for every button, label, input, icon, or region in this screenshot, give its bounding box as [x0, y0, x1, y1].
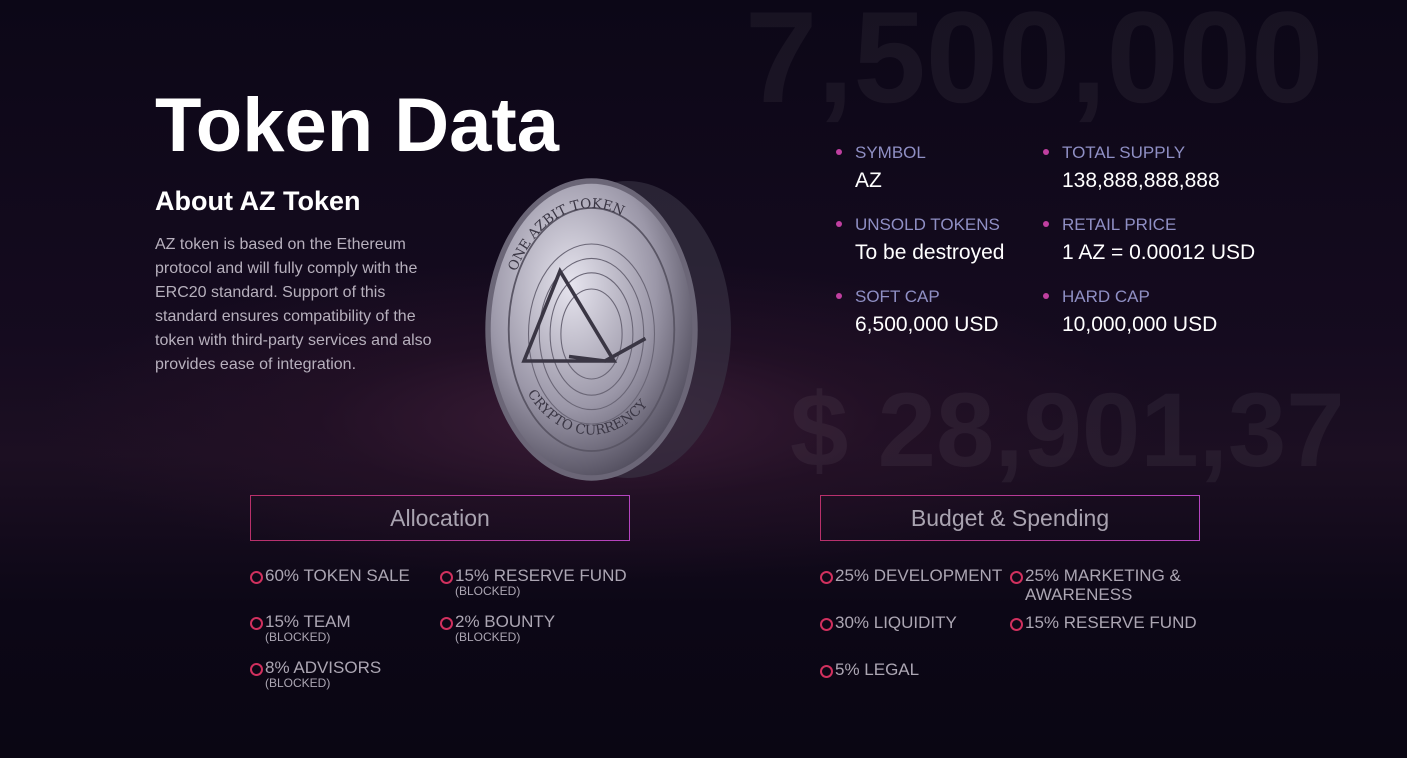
- fact-symbol: SYMBOL AZ: [836, 143, 1043, 193]
- coin-image: ONE AZBIT TOKEN CRYPTO CURRENCY: [485, 178, 731, 481]
- fact-value: 10,000,000 USD: [1062, 313, 1218, 336]
- background-number: 7,500,000: [745, 0, 1324, 130]
- fact-value: 138,888,888,888: [1062, 169, 1220, 192]
- list-item: 15% RESERVE FUND (BLOCKED): [440, 566, 630, 598]
- list-item: 25% DEVELOPMENT: [820, 566, 1010, 604]
- list-item: 5% LEGAL: [820, 660, 1010, 679]
- fact-label: TOTAL SUPPLY: [1043, 143, 1263, 163]
- about-text: AZ token is based on the Ethereum protoc…: [155, 236, 432, 373]
- allocation-list: 60% TOKEN SALE 15% RESERVE FUND (BLOCKED)…: [250, 566, 630, 690]
- list-item: 15% RESERVE FUND: [1010, 613, 1200, 651]
- fact-value: 1 AZ = 0.00012 USD: [1062, 241, 1256, 264]
- fact-retail-price: RETAIL PRICE 1 AZ = 0.00012 USD: [1043, 215, 1263, 265]
- fact-value: To be destroyed: [855, 241, 1005, 264]
- budget-tab[interactable]: Budget & Spending: [820, 495, 1200, 541]
- list-item: 8% ADVISORS (BLOCKED): [250, 658, 440, 690]
- token-facts: SYMBOL AZ TOTAL SUPPLY 138,888,888,888 UNS…: [836, 143, 1263, 337]
- list-item: 15% TEAM (BLOCKED): [250, 612, 440, 644]
- fact-label: SOFT CAP: [836, 287, 1043, 307]
- list-item: 25% MARKETING & AWARENESS: [1010, 566, 1200, 604]
- fact-label: HARD CAP: [1043, 287, 1263, 307]
- fact-label: RETAIL PRICE: [1043, 215, 1263, 235]
- fact-label: SYMBOL: [836, 143, 1043, 163]
- fact-total-supply: TOTAL SUPPLY 138,888,888,888: [1043, 143, 1263, 193]
- list-item: 60% TOKEN SALE: [250, 566, 440, 598]
- fact-unsold-tokens: UNSOLD TOKENS To be destroyed: [836, 215, 1043, 265]
- fact-hard-cap: HARD CAP 10,000,000 USD: [1043, 287, 1263, 337]
- fact-value: 6,500,000 USD: [855, 313, 999, 336]
- about-heading: About AZ Token: [155, 186, 361, 216]
- fact-value: AZ: [855, 169, 882, 192]
- list-item: 2% BOUNTY (BLOCKED): [440, 612, 630, 644]
- fact-label: UNSOLD TOKENS: [836, 215, 1043, 235]
- page-title: Token Data: [155, 83, 560, 168]
- budget-list: 25% DEVELOPMENT 25% MARKETING & AWARENES…: [820, 566, 1200, 679]
- allocation-tab[interactable]: Allocation: [250, 495, 630, 541]
- background-number: $ 28,901,37: [790, 372, 1345, 489]
- list-item: 30% LIQUIDITY: [820, 613, 1010, 651]
- fact-soft-cap: SOFT CAP 6,500,000 USD: [836, 287, 1043, 337]
